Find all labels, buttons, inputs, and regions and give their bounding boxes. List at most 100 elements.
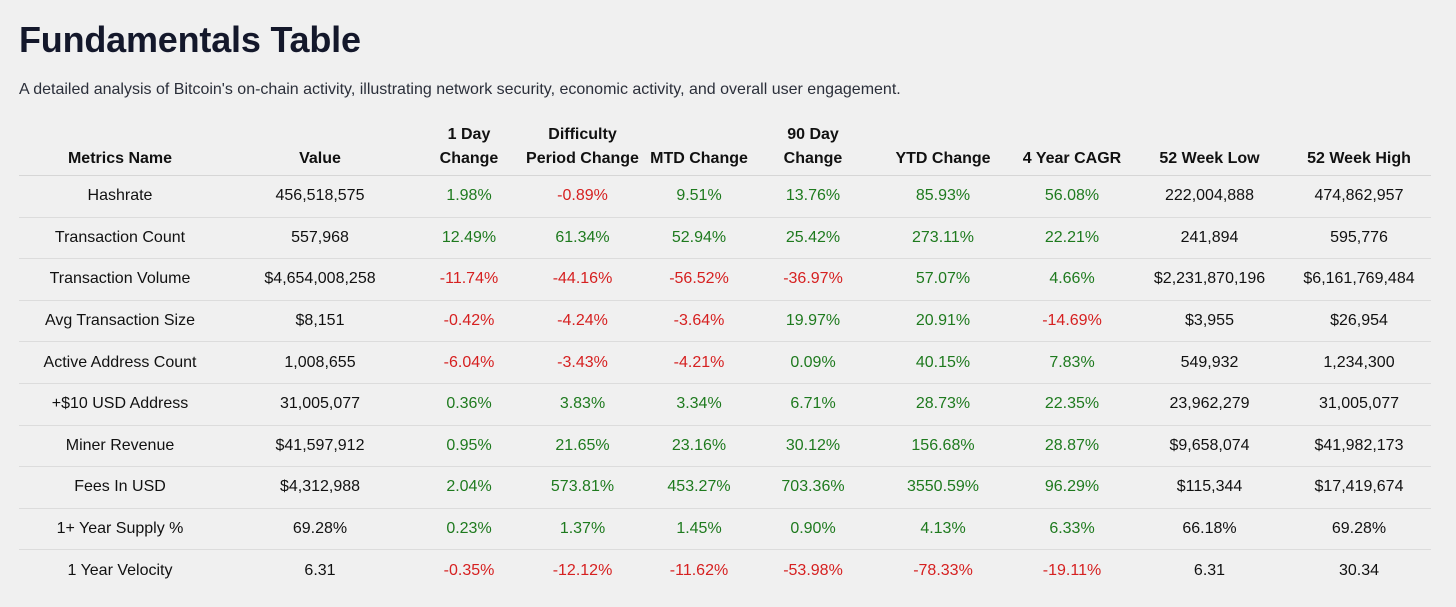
table-cell: 56.08% <box>1012 175 1132 218</box>
table-row: Transaction Count 557,968 12.49% 61.34% 52.9… <box>19 217 1431 260</box>
table-cell: 23.16% <box>646 425 752 468</box>
table-cell: 28.73% <box>874 383 1012 426</box>
table-cell: 40.15% <box>874 341 1012 384</box>
table-cell: 703.36% <box>752 466 874 509</box>
table-cell: -11.62% <box>669 561 729 579</box>
column-header-line: Metrics Name <box>67 150 173 167</box>
table-cell: 85.93% <box>874 175 1012 218</box>
table-cell: 0.36% <box>419 383 519 426</box>
table-cell: 1.37% <box>519 508 646 551</box>
table-cell: 273.11% <box>874 217 1012 260</box>
column-header-line: 52 Week High <box>1307 150 1411 167</box>
page-subtitle: A detailed analysis of Bitcoin's on-chai… <box>19 81 901 98</box>
table-cell: 30.12% <box>752 425 874 468</box>
metric-name-cell: Avg Transaction Size <box>19 300 221 343</box>
column-header: 4 Year CAGR <box>1012 120 1132 176</box>
metric-name-cell: Active Address Count <box>19 341 221 384</box>
table-cell: $26,954 <box>1287 300 1431 343</box>
table-row: Avg Transaction Size $8,151 -0.42% -4.24% -3… <box>19 300 1431 343</box>
table-cell: -3.43% <box>519 341 646 384</box>
metric-name-cell: 1 Year Velocity <box>67 561 173 579</box>
table-cell: 595,776 <box>1287 217 1431 260</box>
table-cell: 69.28% <box>221 508 419 551</box>
table-cell: -56.52% <box>646 258 752 301</box>
table-cell: 66.18% <box>1132 508 1287 551</box>
table-cell: 2.04% <box>419 466 519 509</box>
table-cell: $115,344 <box>1132 466 1287 509</box>
table-cell: 12.49% <box>419 217 519 260</box>
column-header-line: Change <box>783 150 843 167</box>
table-cell: -14.69% <box>1012 300 1132 343</box>
table-cell: -53.98% <box>783 561 843 579</box>
table-cell: -36.97% <box>752 258 874 301</box>
table-cell: 57.07% <box>874 258 1012 301</box>
table-cell: -11.74% <box>419 258 519 301</box>
table-cell: -44.16% <box>519 258 646 301</box>
table-row: Fees In USD $4,312,988 2.04% 573.81% 453.27%… <box>19 466 1431 509</box>
metric-name-cell: Fees In USD <box>19 466 221 509</box>
table-cell: 6.71% <box>752 383 874 426</box>
table-cell: 28.87% <box>1012 425 1132 468</box>
metric-name-cell: 1+ Year Supply % <box>19 508 221 551</box>
column-header: MTD Change <box>646 120 752 176</box>
table-cell: 3550.59% <box>874 466 1012 509</box>
table-cell: 31,005,077 <box>1287 383 1431 426</box>
table-cell: $4,654,008,258 <box>221 258 419 301</box>
table-cell: 557,968 <box>221 217 419 260</box>
table-cell: -0.89% <box>519 175 646 218</box>
table-cell: 222,004,888 <box>1132 175 1287 218</box>
column-header-line: Difficulty <box>548 126 617 143</box>
table-cell: 6.33% <box>1012 508 1132 551</box>
table-row: Hashrate 456,518,575 1.98% -0.89% 9.51% 13.76… <box>19 175 1431 218</box>
table-cell: 549,932 <box>1132 341 1287 384</box>
column-header: Value <box>221 120 419 176</box>
column-header-line: Period Change <box>526 150 639 167</box>
table-cell: 573.81% <box>519 466 646 509</box>
table-cell: 6.31 <box>304 561 336 579</box>
table-row: Active Address Count 1,008,655 -6.04% -3.43… <box>19 341 1431 384</box>
column-header-line: 90 Day <box>787 126 839 143</box>
table-cell: 31,005,077 <box>221 383 419 426</box>
table-cell: $9,658,074 <box>1132 425 1287 468</box>
header-row: Metrics Name Value 1 Day Change Difficulty Pe… <box>19 120 1431 176</box>
table-cell: 25.42% <box>752 217 874 260</box>
table-cell: 0.95% <box>419 425 519 468</box>
table-row: 1 Year Velocity 6.31 -0.35% -12.12% -11.62% -… <box>19 550 1431 591</box>
table-cell: 4.66% <box>1012 258 1132 301</box>
table-cell: $3,955 <box>1132 300 1287 343</box>
fundamentals-table: Metrics Name Value 1 Day Change Difficulty Pe… <box>19 120 1431 591</box>
column-header-line: 52 Week Low <box>1159 150 1260 167</box>
column-header-line: Change <box>439 150 499 167</box>
table-cell: -78.33% <box>913 561 973 579</box>
table-row: 1+ Year Supply % 69.28% 0.23% 1.37% 1.45% 0.9… <box>19 508 1431 551</box>
table-cell: 3.34% <box>646 383 752 426</box>
column-header: YTD Change <box>874 120 1012 176</box>
table-cell: 0.09% <box>752 341 874 384</box>
table-cell: -3.64% <box>646 300 752 343</box>
table-header: Metrics Name Value 1 Day Change Difficulty Pe… <box>19 120 1431 176</box>
table-cell: 1,008,655 <box>221 341 419 384</box>
table-cell: 23,962,279 <box>1132 383 1287 426</box>
metric-name-cell: +$10 USD Address <box>19 383 221 426</box>
column-header-line: YTD Change <box>895 150 991 167</box>
table-cell: -0.42% <box>419 300 519 343</box>
table-cell: 30.34 <box>1338 561 1380 579</box>
table-cell: $4,312,988 <box>221 466 419 509</box>
metric-name-cell: Miner Revenue <box>19 425 221 468</box>
table-row: Miner Revenue $41,597,912 0.95% 21.65% 23.16… <box>19 425 1431 468</box>
page-title: Fundamentals Table <box>19 19 361 60</box>
table-cell: 22.35% <box>1012 383 1132 426</box>
table-cell: 456,518,575 <box>221 175 419 218</box>
table-cell: 4.13% <box>874 508 1012 551</box>
table-cell: $41,982,173 <box>1287 425 1431 468</box>
table-cell: 13.76% <box>752 175 874 218</box>
table-cell: 52.94% <box>646 217 752 260</box>
table-cell: 96.29% <box>1012 466 1132 509</box>
table-row: +$10 USD Address 31,005,077 0.36% 3.83% 3.34… <box>19 383 1431 426</box>
table-cell: 1.45% <box>646 508 752 551</box>
table-cell: 1,234,300 <box>1287 341 1431 384</box>
table-cell: 156.68% <box>874 425 1012 468</box>
table-cell: 69.28% <box>1287 508 1431 551</box>
table-cell: $2,231,870,196 <box>1132 258 1287 301</box>
table-body: Hashrate 456,518,575 1.98% -0.89% 9.51% 13.76… <box>19 175 1431 591</box>
